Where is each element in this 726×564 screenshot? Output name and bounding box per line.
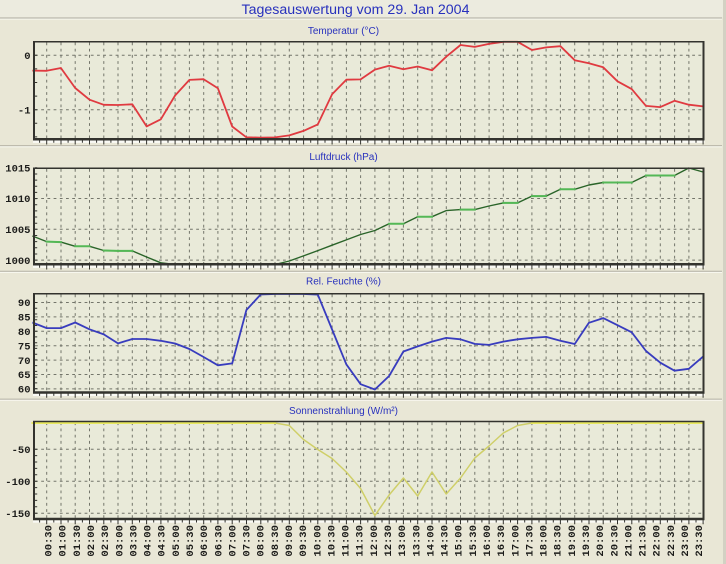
svg-text:01:00: 01:00 [58, 525, 70, 557]
svg-text:19:00: 19:00 [567, 525, 579, 557]
svg-text:12:30: 12:30 [383, 525, 395, 557]
svg-text:17:00: 17:00 [510, 525, 522, 557]
svg-text:07:30: 07:30 [242, 525, 254, 557]
svg-text:13:30: 13:30 [411, 525, 423, 557]
svg-text:1010: 1010 [5, 194, 30, 206]
svg-text:12:00: 12:00 [369, 525, 381, 557]
svg-text:Tagesauswertung vom 29. Jan 20: Tagesauswertung vom 29. Jan 2004 [242, 2, 470, 18]
svg-text:75: 75 [18, 341, 31, 353]
svg-text:03:00: 03:00 [114, 525, 126, 557]
svg-text:80: 80 [18, 327, 31, 339]
svg-text:04:30: 04:30 [157, 525, 169, 557]
svg-text:07:00: 07:00 [227, 525, 239, 557]
svg-text:06:00: 06:00 [199, 525, 211, 557]
svg-text:14:30: 14:30 [440, 525, 452, 557]
svg-text:04:00: 04:00 [143, 525, 155, 557]
svg-text:05:00: 05:00 [171, 525, 183, 557]
svg-text:06:30: 06:30 [213, 525, 225, 557]
svg-text:22:30: 22:30 [666, 525, 678, 557]
svg-text:Sonnenstrahlung (W/m²): Sonnenstrahlung (W/m²) [289, 406, 398, 417]
svg-text:23:00: 23:00 [680, 525, 692, 557]
svg-text:09:00: 09:00 [284, 525, 296, 557]
svg-text:70: 70 [18, 356, 31, 368]
svg-text:01:30: 01:30 [72, 525, 84, 557]
svg-text:85: 85 [18, 313, 31, 325]
svg-text:18:00: 18:00 [539, 525, 551, 557]
svg-text:08:00: 08:00 [256, 525, 268, 557]
svg-text:1005: 1005 [5, 225, 30, 237]
svg-text:21:00: 21:00 [623, 525, 635, 557]
svg-text:03:30: 03:30 [129, 525, 141, 557]
svg-text:17:30: 17:30 [524, 525, 536, 557]
svg-text:1015: 1015 [5, 164, 30, 176]
svg-text:09:30: 09:30 [298, 525, 310, 557]
svg-text:-1: -1 [18, 105, 31, 117]
svg-text:0: 0 [24, 51, 30, 63]
svg-text:10:00: 10:00 [312, 525, 324, 557]
svg-text:15:30: 15:30 [468, 525, 480, 557]
svg-text:-50: -50 [12, 445, 31, 457]
svg-text:02:30: 02:30 [100, 525, 112, 557]
svg-text:1000: 1000 [5, 256, 30, 268]
svg-text:23:30: 23:30 [694, 525, 706, 557]
svg-text:14:00: 14:00 [425, 525, 437, 557]
svg-text:16:00: 16:00 [482, 525, 494, 557]
svg-text:08:30: 08:30 [270, 525, 282, 557]
svg-text:19:30: 19:30 [581, 525, 593, 557]
svg-text:00:30: 00:30 [44, 525, 56, 557]
svg-text:-150: -150 [5, 509, 30, 521]
svg-text:18:30: 18:30 [553, 525, 565, 557]
svg-text:-100: -100 [5, 477, 30, 489]
svg-text:11:30: 11:30 [355, 525, 367, 557]
svg-text:05:30: 05:30 [185, 525, 197, 557]
svg-text:60: 60 [18, 385, 31, 397]
svg-text:02:00: 02:00 [86, 525, 98, 557]
svg-text:22:00: 22:00 [652, 525, 664, 557]
svg-text:10:30: 10:30 [326, 525, 338, 557]
svg-text:13:00: 13:00 [397, 525, 409, 557]
svg-text:Rel. Feuchte (%): Rel. Feuchte (%) [306, 276, 381, 287]
svg-text:21:30: 21:30 [638, 525, 650, 557]
svg-text:11:00: 11:00 [341, 525, 353, 557]
svg-text:Temperatur (°C): Temperatur (°C) [308, 26, 379, 37]
svg-text:20:30: 20:30 [609, 525, 621, 557]
svg-text:15:00: 15:00 [454, 525, 466, 557]
svg-text:Luftdruck (hPa): Luftdruck (hPa) [309, 152, 377, 163]
svg-text:65: 65 [18, 370, 31, 382]
svg-text:90: 90 [18, 298, 31, 310]
svg-text:20:00: 20:00 [595, 525, 607, 557]
svg-text:16:30: 16:30 [496, 525, 508, 557]
